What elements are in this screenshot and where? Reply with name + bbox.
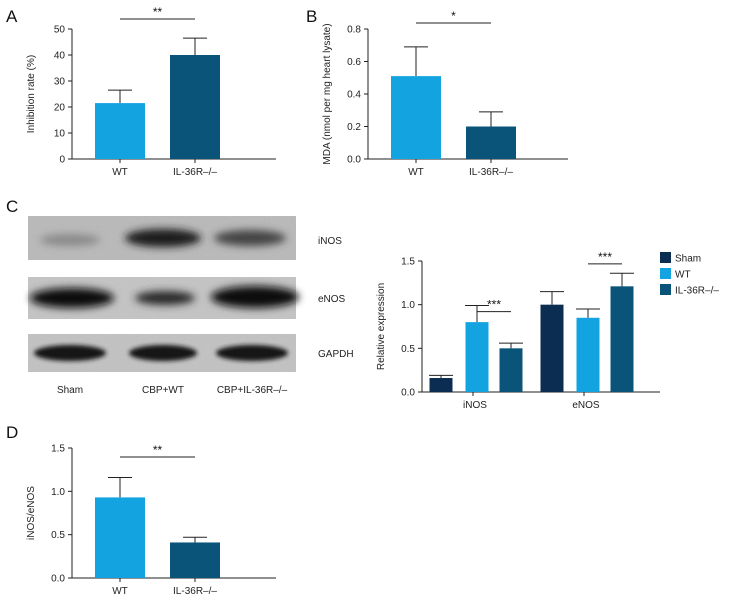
- blot-label-inos: iNOS: [318, 236, 342, 247]
- significance-label-d: **: [153, 443, 163, 457]
- bar-c-enos-il-36r: [610, 286, 634, 392]
- panel-letter-d: D: [6, 423, 18, 442]
- chart-b-mda: 0.0 0.2 0.4 0.6 0.8 MDA (nmol per mg heart ly…: [322, 9, 568, 178]
- x-tick-label-d-wt: WT: [112, 586, 128, 597]
- significance-label-c-inos: ***: [487, 298, 501, 312]
- y-axis-label-b: MDA (nmol per mg heart lysate): [322, 23, 333, 164]
- y-tick-label-a: 40: [54, 51, 66, 62]
- blot-strip-inos: [28, 216, 296, 260]
- blot-strip-enos: [28, 277, 299, 319]
- bar-c-enos-sham: [540, 304, 564, 392]
- y-tick-label-a: 50: [54, 25, 66, 36]
- legend-swatch-wt: [660, 268, 671, 279]
- chart-d-inos-enos-ratio: 0.0 0.5 1.0 1.5 iNOS/eNOS WT IL-36R–/– **: [26, 443, 276, 597]
- y-tick-label-d: 1.0: [51, 487, 65, 498]
- bar-a-wt: [95, 103, 145, 159]
- y-tick-label-d: 0.0: [51, 574, 65, 585]
- y-tick-label-c: 1.5: [401, 257, 415, 268]
- y-tick-label-b: 0.4: [347, 90, 361, 101]
- y-tick-label-b: 0.2: [347, 122, 361, 133]
- bar-c-enos-wt: [576, 317, 600, 392]
- significance-label-c-enos: ***: [598, 250, 612, 264]
- y-tick-label-d: 0.5: [51, 530, 65, 541]
- x-tick-label-a-il-36r: IL-36R–/–: [173, 167, 217, 178]
- legend-label-wt: WT: [675, 270, 691, 281]
- legend-label-il-36r: IL-36R–/–: [675, 286, 719, 297]
- x-tick-label-c-enos: eNOS: [572, 400, 600, 411]
- y-axis-label-a: Inhibition rate (%): [26, 55, 37, 133]
- blot-label-enos: eNOS: [318, 294, 346, 305]
- y-tick-label-a: 10: [54, 129, 66, 140]
- x-tick-label-b-wt: WT: [408, 167, 424, 178]
- x-tick-label-a-wt: WT: [112, 167, 128, 178]
- y-tick-label-d: 1.5: [51, 444, 65, 455]
- bar-d-wt: [95, 497, 145, 578]
- x-tick-label-c-inos: iNOS: [463, 400, 487, 411]
- x-tick-label-b-il-36r: IL-36R–/–: [469, 167, 513, 178]
- significance-label-a: **: [153, 5, 163, 19]
- bar-c-inos-wt: [465, 322, 489, 392]
- blot-lane-sham: Sham: [57, 385, 83, 396]
- y-tick-label-b: 0.6: [347, 57, 361, 68]
- significance-label-b: *: [451, 9, 456, 23]
- western-blot: iNOS eNOS GAPDH Sham CBP+WT CBP+IL-36R–/…: [28, 216, 354, 396]
- bar-c-inos-il-36r: [499, 348, 523, 392]
- x-tick-label-d-il-36r: IL-36R–/–: [173, 586, 217, 597]
- panel-letter-b: B: [306, 7, 317, 26]
- bar-d-il-36r: [170, 542, 220, 578]
- panel-letter-a: A: [6, 7, 18, 26]
- chart-c-relative-expression: 0.0 0.5 1.0 1.5 Relative expression iNOS *** eN…: [376, 250, 719, 411]
- bar-b-il-36r: [466, 126, 516, 159]
- y-tick-label-b: 0.0: [347, 155, 361, 166]
- y-axis-label-c: Relative expression: [376, 283, 387, 370]
- y-tick-label-c: 0.5: [401, 344, 415, 355]
- y-tick-label-b: 0.8: [347, 25, 361, 36]
- blot-label-gapdh: GAPDH: [318, 349, 354, 360]
- legend-swatch-sham: [660, 252, 671, 263]
- y-axis-label-d: iNOS/eNOS: [26, 486, 37, 540]
- panel-letter-c: C: [6, 197, 18, 216]
- y-tick-label-a: 30: [54, 77, 66, 88]
- chart-a-inhibition-rate: 0 10 20 30 40 50 Inhibition rate (%) WT IL-36R–/…: [26, 5, 276, 178]
- bar-a-il-36r: [170, 55, 220, 159]
- y-tick-label-c: 0.0: [401, 388, 415, 399]
- bar-c-inos-sham: [429, 378, 453, 392]
- blot-strip-gapdh: [28, 334, 296, 372]
- legend-label-sham: Sham: [675, 254, 701, 265]
- blot-lane-cbp-ko: CBP+IL-36R–/–: [217, 385, 288, 396]
- bar-b-wt: [391, 76, 441, 159]
- y-tick-label-c: 1.0: [401, 300, 415, 311]
- y-tick-label-a: 20: [54, 103, 66, 114]
- legend-swatch-il-36r: [660, 284, 671, 295]
- y-tick-label-a: 0: [59, 155, 65, 166]
- blot-lane-cbp-wt: CBP+WT: [142, 385, 184, 396]
